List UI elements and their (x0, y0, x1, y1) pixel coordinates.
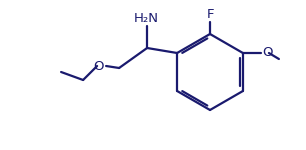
Text: O: O (262, 46, 272, 60)
Text: F: F (206, 8, 214, 21)
Text: O: O (94, 60, 104, 72)
Text: H₂N: H₂N (134, 12, 159, 25)
